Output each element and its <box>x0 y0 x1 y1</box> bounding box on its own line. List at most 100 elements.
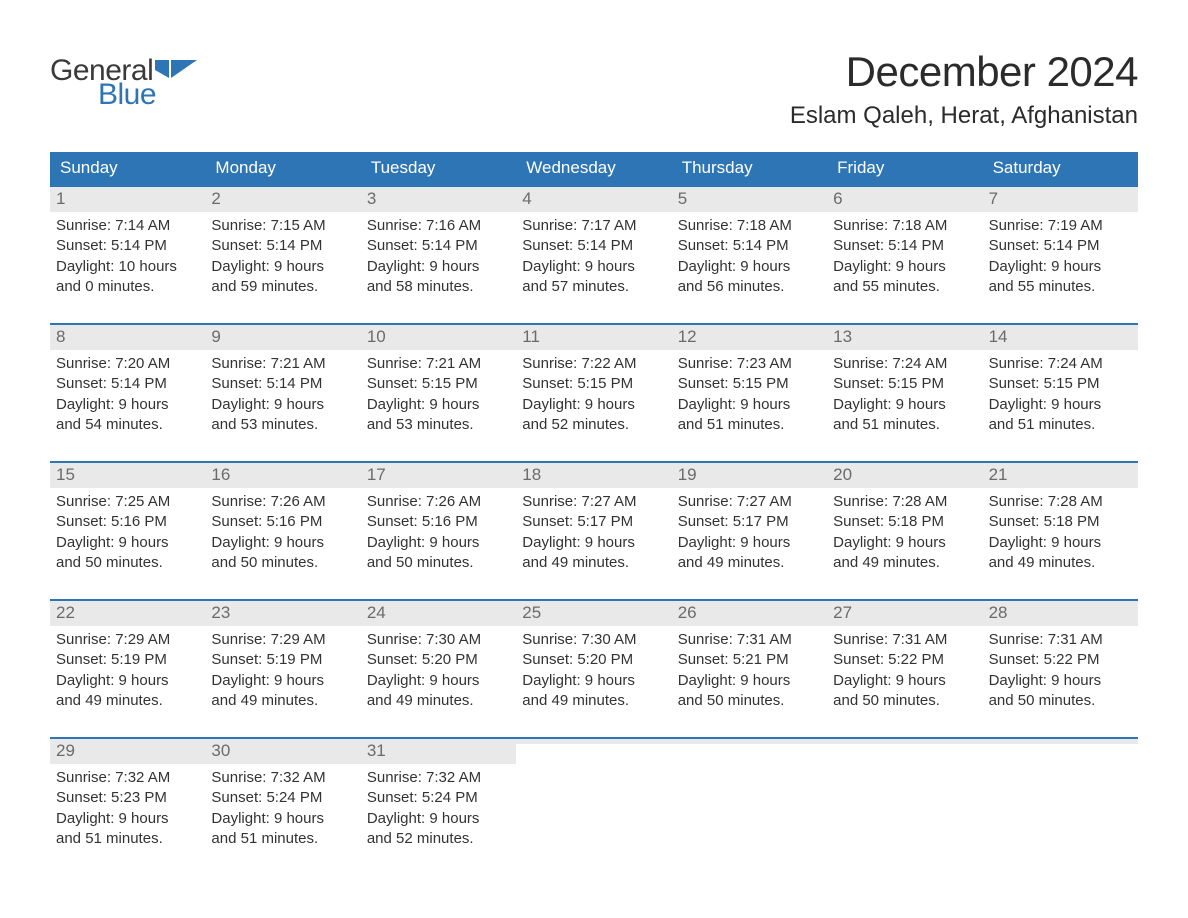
daylight-line-2: and 57 minutes. <box>522 277 665 297</box>
sunrise-line: Sunrise: 7:20 AM <box>56 354 199 374</box>
day-number: 15 <box>56 465 75 484</box>
sunrise-line: Sunrise: 7:22 AM <box>522 354 665 374</box>
sunrise-line: Sunrise: 7:19 AM <box>989 216 1132 236</box>
daylight-line-1: Daylight: 9 hours <box>211 809 354 829</box>
day-number: 7 <box>989 189 998 208</box>
day-details: Sunrise: 7:28 AMSunset: 5:18 PMDaylight:… <box>983 488 1138 573</box>
sunset-line: Sunset: 5:22 PM <box>833 650 976 670</box>
day-number: 26 <box>678 603 697 622</box>
sunrise-line: Sunrise: 7:23 AM <box>678 354 821 374</box>
day-details: Sunrise: 7:19 AMSunset: 5:14 PMDaylight:… <box>983 212 1138 297</box>
daylight-line-1: Daylight: 9 hours <box>56 533 199 553</box>
sunset-line: Sunset: 5:19 PM <box>211 650 354 670</box>
daylight-line-2: and 49 minutes. <box>522 691 665 711</box>
daylight-line-1: Daylight: 9 hours <box>522 395 665 415</box>
calendar-day: 30Sunrise: 7:32 AMSunset: 5:24 PMDayligh… <box>205 739 360 875</box>
sunset-line: Sunset: 5:21 PM <box>678 650 821 670</box>
sunrise-line: Sunrise: 7:28 AM <box>989 492 1132 512</box>
day-number: 23 <box>211 603 230 622</box>
day-number: 6 <box>833 189 842 208</box>
dow-thursday: Thursday <box>672 152 827 185</box>
day-number: 22 <box>56 603 75 622</box>
sunrise-line: Sunrise: 7:31 AM <box>833 630 976 650</box>
day-details: Sunrise: 7:21 AMSunset: 5:14 PMDaylight:… <box>205 350 360 435</box>
day-details: Sunrise: 7:25 AMSunset: 5:16 PMDaylight:… <box>50 488 205 573</box>
page-header: General Blue December 2024 Eslam Qaleh, … <box>50 48 1138 130</box>
daylight-line-1: Daylight: 9 hours <box>367 395 510 415</box>
sunset-line: Sunset: 5:16 PM <box>367 512 510 532</box>
sunset-line: Sunset: 5:18 PM <box>833 512 976 532</box>
calendar-day <box>516 739 671 875</box>
sunset-line: Sunset: 5:16 PM <box>56 512 199 532</box>
sunset-line: Sunset: 5:14 PM <box>833 236 976 256</box>
day-number: 12 <box>678 327 697 346</box>
calendar-day <box>827 739 982 875</box>
sunrise-line: Sunrise: 7:29 AM <box>211 630 354 650</box>
calendar-week: 1Sunrise: 7:14 AMSunset: 5:14 PMDaylight… <box>50 185 1138 323</box>
daylight-line-1: Daylight: 9 hours <box>211 257 354 277</box>
daylight-line-1: Daylight: 9 hours <box>678 533 821 553</box>
sunrise-line: Sunrise: 7:18 AM <box>833 216 976 236</box>
calendar-day: 20Sunrise: 7:28 AMSunset: 5:18 PMDayligh… <box>827 463 982 599</box>
daylight-line-2: and 49 minutes. <box>833 553 976 573</box>
day-details: Sunrise: 7:24 AMSunset: 5:15 PMDaylight:… <box>983 350 1138 435</box>
daylight-line-2: and 49 minutes. <box>211 691 354 711</box>
calendar-day: 25Sunrise: 7:30 AMSunset: 5:20 PMDayligh… <box>516 601 671 737</box>
daylight-line-2: and 54 minutes. <box>56 415 199 435</box>
daylight-line-1: Daylight: 9 hours <box>522 533 665 553</box>
day-number: 18 <box>522 465 541 484</box>
day-details: Sunrise: 7:32 AMSunset: 5:24 PMDaylight:… <box>205 764 360 849</box>
daylight-line-1: Daylight: 9 hours <box>989 395 1132 415</box>
daylight-line-2: and 49 minutes. <box>989 553 1132 573</box>
sunset-line: Sunset: 5:15 PM <box>367 374 510 394</box>
daylight-line-1: Daylight: 9 hours <box>56 671 199 691</box>
day-details: Sunrise: 7:30 AMSunset: 5:20 PMDaylight:… <box>361 626 516 711</box>
daylight-line-1: Daylight: 9 hours <box>678 395 821 415</box>
calendar-day: 8Sunrise: 7:20 AMSunset: 5:14 PMDaylight… <box>50 325 205 461</box>
calendar-day: 10Sunrise: 7:21 AMSunset: 5:15 PMDayligh… <box>361 325 516 461</box>
sunrise-line: Sunrise: 7:16 AM <box>367 216 510 236</box>
page-title: December 2024 <box>790 48 1138 96</box>
sunrise-line: Sunrise: 7:29 AM <box>56 630 199 650</box>
calendar-day: 18Sunrise: 7:27 AMSunset: 5:17 PMDayligh… <box>516 463 671 599</box>
sunrise-line: Sunrise: 7:18 AM <box>678 216 821 236</box>
daylight-line-2: and 55 minutes. <box>833 277 976 297</box>
sunset-line: Sunset: 5:22 PM <box>989 650 1132 670</box>
sunrise-line: Sunrise: 7:31 AM <box>989 630 1132 650</box>
day-number: 13 <box>833 327 852 346</box>
calendar-day: 29Sunrise: 7:32 AMSunset: 5:23 PMDayligh… <box>50 739 205 875</box>
calendar-day: 7 Sunrise: 7:19 AMSunset: 5:14 PMDaylight… <box>983 187 1138 323</box>
daylight-line-1: Daylight: 10 hours <box>56 257 199 277</box>
calendar-day: 28Sunrise: 7:31 AMSunset: 5:22 PMDayligh… <box>983 601 1138 737</box>
day-details: Sunrise: 7:20 AMSunset: 5:14 PMDaylight:… <box>50 350 205 435</box>
day-number: 5 <box>678 189 687 208</box>
calendar-week: 8Sunrise: 7:20 AMSunset: 5:14 PMDaylight… <box>50 323 1138 461</box>
daylight-line-2: and 52 minutes. <box>522 415 665 435</box>
calendar-day <box>983 739 1138 875</box>
dow-monday: Monday <box>205 152 360 185</box>
calendar-day: 6Sunrise: 7:18 AMSunset: 5:14 PMDaylight… <box>827 187 982 323</box>
day-number: 29 <box>56 741 75 760</box>
logo: General Blue <box>50 48 197 112</box>
sunset-line: Sunset: 5:24 PM <box>367 788 510 808</box>
daylight-line-2: and 49 minutes. <box>56 691 199 711</box>
daylight-line-2: and 52 minutes. <box>367 829 510 849</box>
sunset-line: Sunset: 5:24 PM <box>211 788 354 808</box>
sunset-line: Sunset: 5:14 PM <box>211 374 354 394</box>
daylight-line-2: and 53 minutes. <box>211 415 354 435</box>
calendar-day: 15 Sunrise: 7:25 AMSunset: 5:16 PMDayligh… <box>50 463 205 599</box>
daylight-line-2: and 59 minutes. <box>211 277 354 297</box>
day-details: Sunrise: 7:26 AMSunset: 5:16 PMDaylight:… <box>361 488 516 573</box>
calendar-day <box>672 739 827 875</box>
sunset-line: Sunset: 5:20 PM <box>367 650 510 670</box>
sunrise-line: Sunrise: 7:27 AM <box>522 492 665 512</box>
day-details: Sunrise: 7:26 AMSunset: 5:16 PMDaylight:… <box>205 488 360 573</box>
daylight-line-2: and 49 minutes. <box>367 691 510 711</box>
title-block: December 2024 Eslam Qaleh, Herat, Afghan… <box>790 48 1138 130</box>
logo-word-blue: Blue <box>98 78 156 112</box>
calendar-day: 11Sunrise: 7:22 AMSunset: 5:15 PMDayligh… <box>516 325 671 461</box>
sunset-line: Sunset: 5:15 PM <box>678 374 821 394</box>
day-number: 16 <box>211 465 230 484</box>
daylight-line-2: and 56 minutes. <box>678 277 821 297</box>
sunrise-line: Sunrise: 7:32 AM <box>367 768 510 788</box>
